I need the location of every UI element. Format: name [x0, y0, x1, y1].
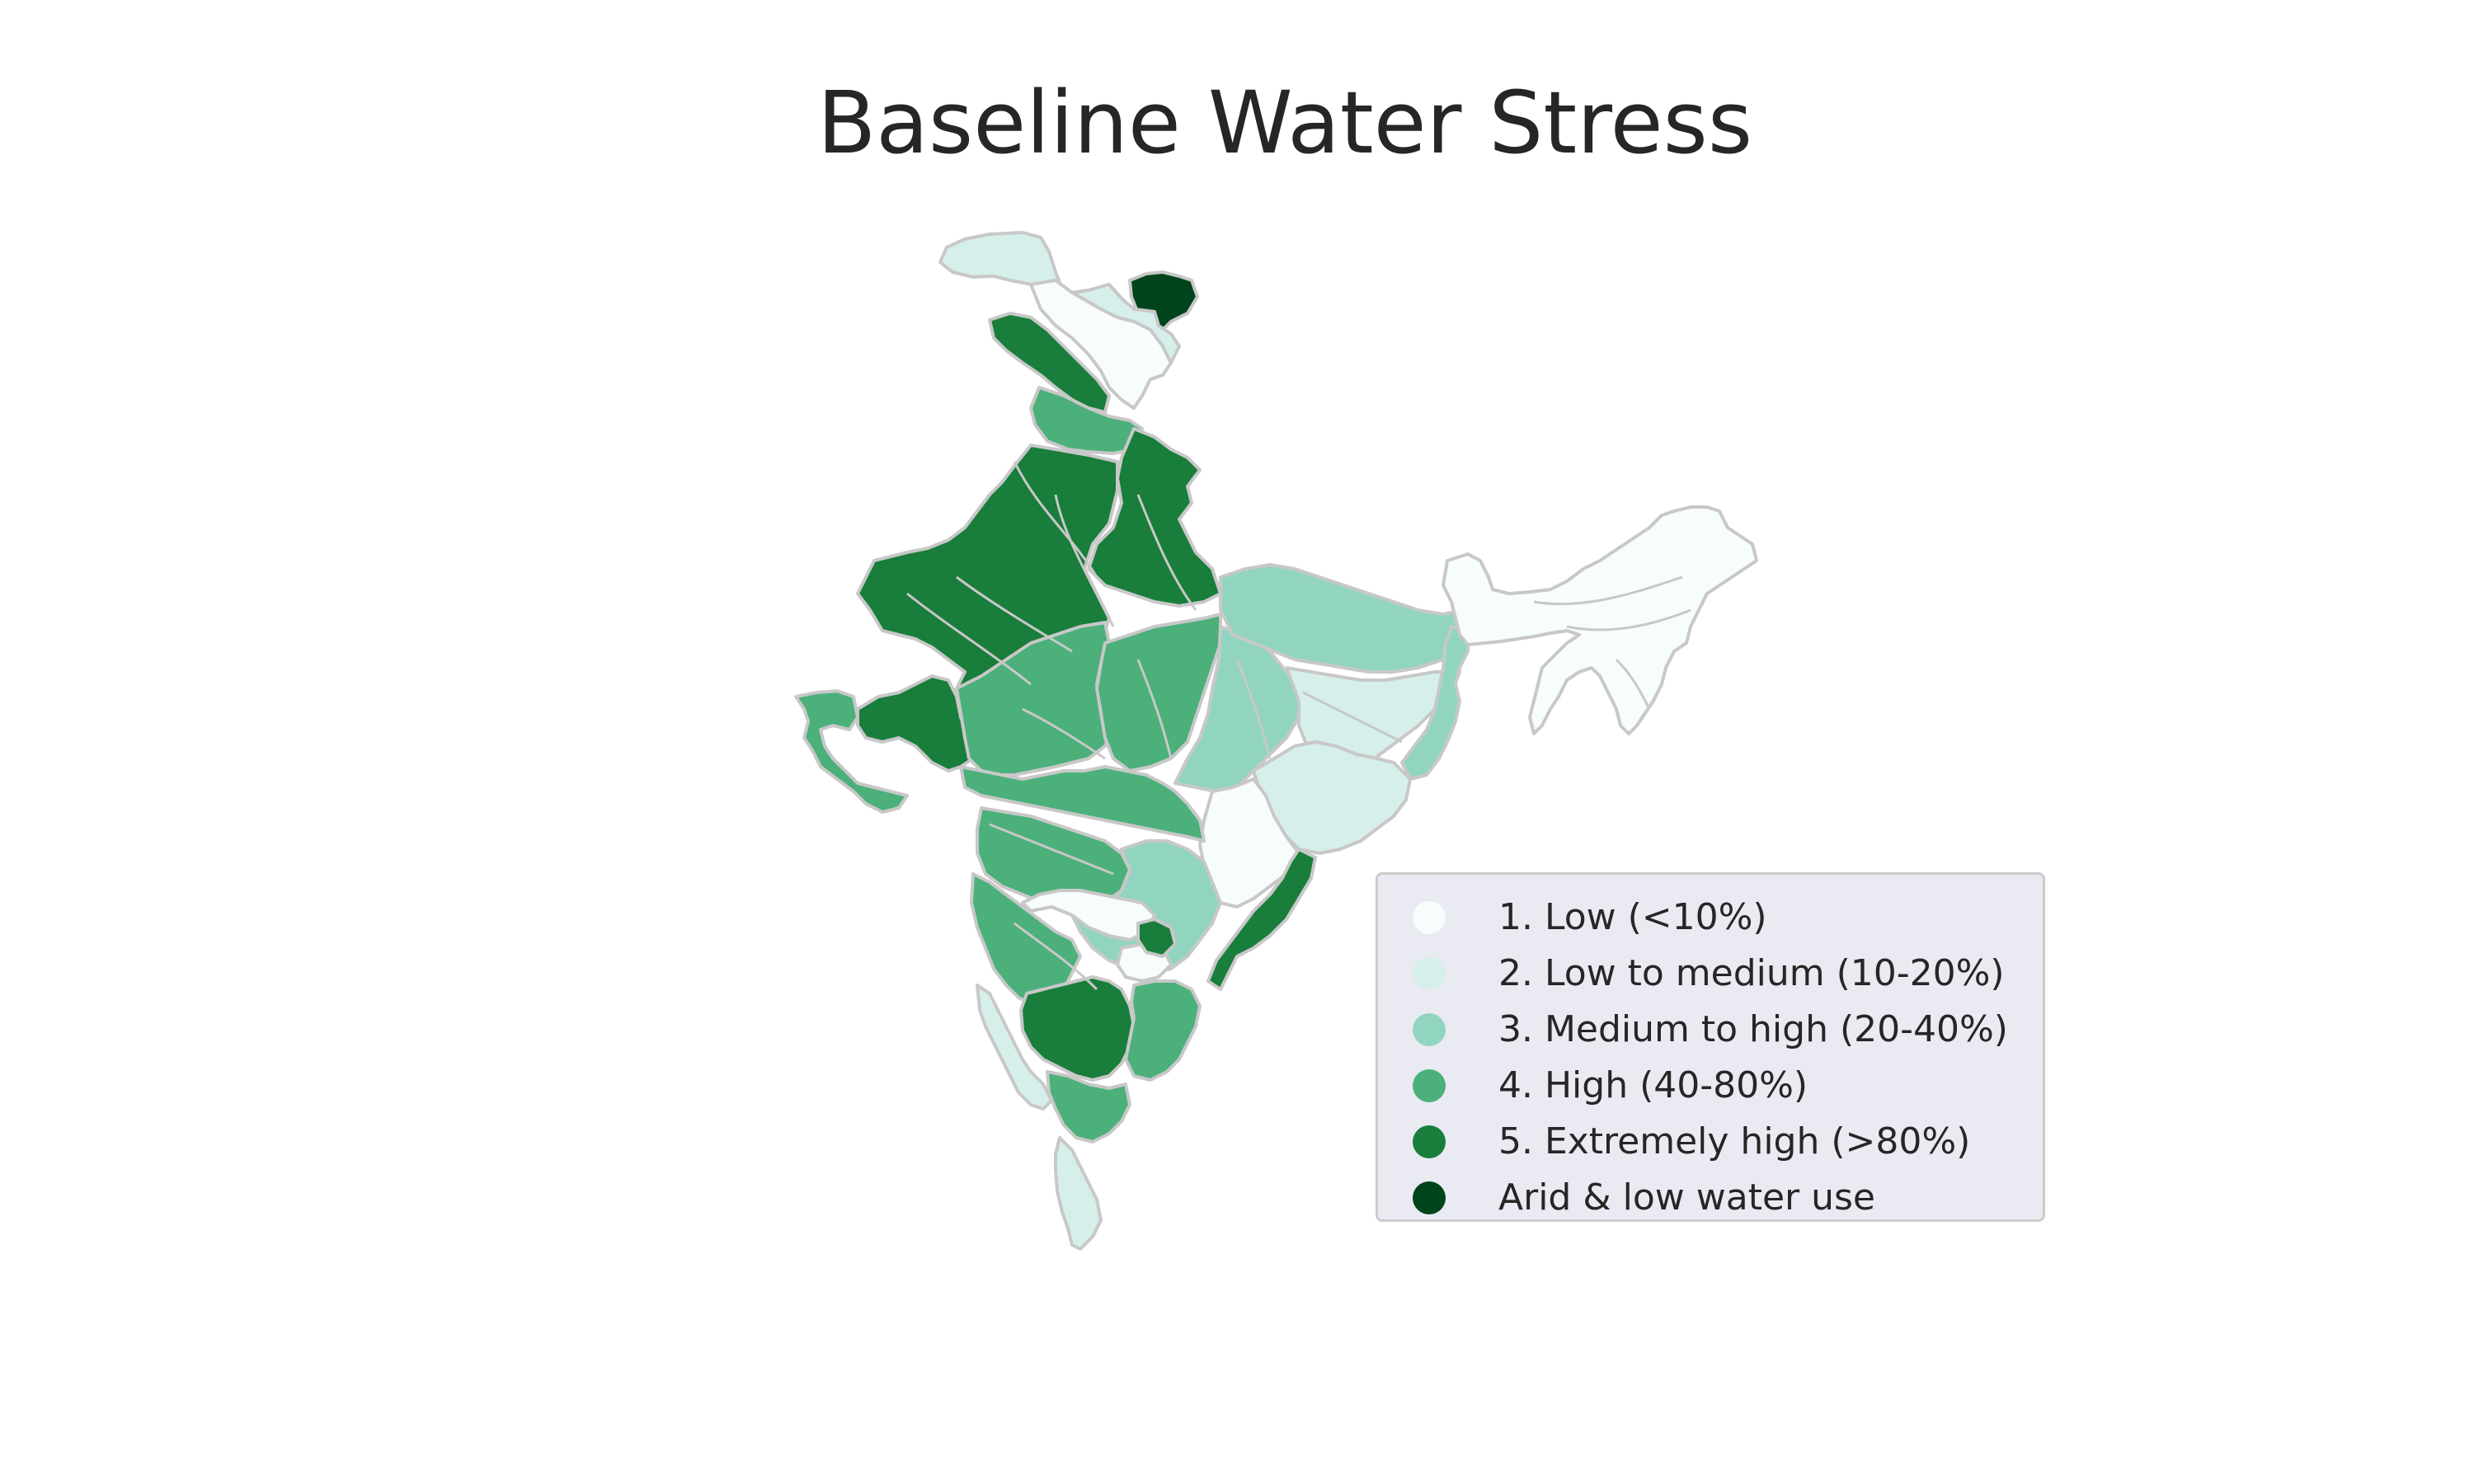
legend-item-extremely-high: 5. Extremely high (>80%)	[1378, 1117, 2043, 1167]
region-tamil-nadu-south	[1046, 1070, 1131, 1144]
legend-label-medium-to-high: 3. Medium to high (20-40%)	[1498, 1008, 2008, 1050]
region-kashmir-valley	[1070, 283, 1181, 364]
legend-item-medium-to-high: 3. Medium to high (20-40%)	[1378, 1005, 2043, 1054]
legend-marker-arid	[1413, 1181, 1446, 1214]
legend-marker-medium-to-high	[1413, 1013, 1446, 1046]
region-tamil-nadu-east	[1124, 979, 1202, 1082]
legend-marker-low	[1413, 901, 1446, 934]
region-punjab-north	[988, 312, 1111, 414]
legend-item-arid: Arid & low water use	[1378, 1173, 2043, 1223]
region-andhra-coast	[1136, 848, 1317, 991]
map-legend: 1. Low (<10%) 2. Low to medium (10-20%) …	[1376, 872, 2045, 1222]
legend-marker-extremely-high	[1413, 1125, 1446, 1158]
region-kutch-peninsula	[794, 689, 909, 814]
map-title: Baseline Water Stress	[816, 73, 1753, 173]
region-madhya-pradesh-central	[1095, 613, 1222, 773]
region-northeast-india	[1442, 505, 1758, 735]
legend-item-low-to-medium: 2. Low to medium (10-20%)	[1378, 949, 2043, 998]
region-west-bengal	[1400, 625, 1470, 781]
legend-label-arid: Arid & low water use	[1498, 1176, 1875, 1219]
region-maharashtra-west	[959, 765, 1206, 843]
region-karnataka-south	[1019, 975, 1136, 1082]
legend-marker-low-to-medium	[1413, 957, 1446, 990]
legend-label-low: 1. Low (<10%)	[1498, 896, 1767, 938]
legend-marker-high	[1413, 1069, 1446, 1102]
legend-label-high: 4. High (40-80%)	[1498, 1064, 1808, 1106]
legend-label-low-to-medium: 2. Low to medium (10-20%)	[1498, 952, 2005, 994]
basin-boundaries	[906, 461, 1691, 991]
legend-item-low: 1. Low (<10%)	[1378, 893, 2043, 942]
region-uttarakhand-up-west	[1087, 427, 1222, 608]
region-western-ghats-goa	[976, 984, 1053, 1111]
legend-item-high: 4. High (40-80%)	[1378, 1061, 2043, 1111]
legend-label-extremely-high: 5. Extremely high (>80%)	[1498, 1120, 1971, 1162]
region-kerala	[1054, 1136, 1103, 1251]
